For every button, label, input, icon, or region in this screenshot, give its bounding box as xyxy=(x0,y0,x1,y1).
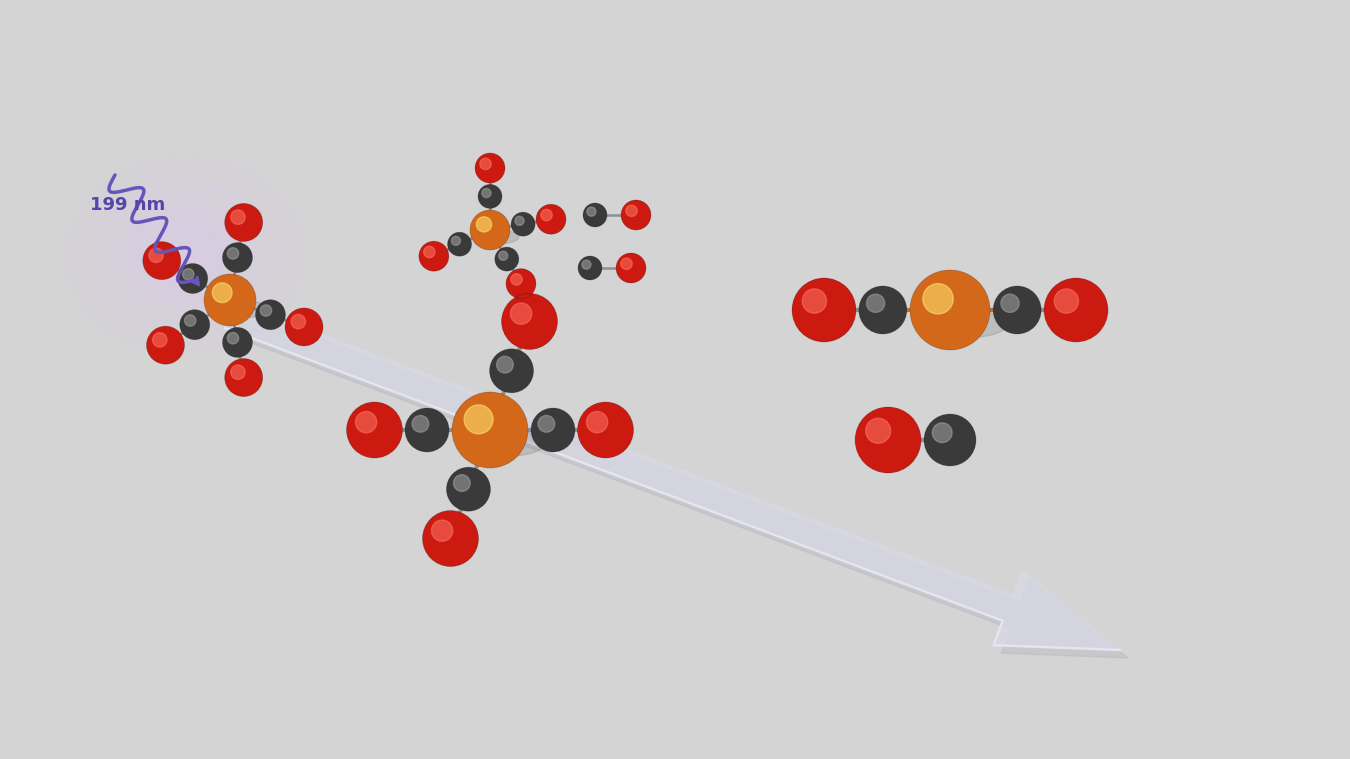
Circle shape xyxy=(412,415,429,432)
Circle shape xyxy=(432,520,452,541)
Circle shape xyxy=(355,411,377,433)
Circle shape xyxy=(792,278,856,342)
Ellipse shape xyxy=(211,300,267,318)
Circle shape xyxy=(423,511,478,566)
Circle shape xyxy=(452,392,528,468)
Circle shape xyxy=(447,468,490,512)
Circle shape xyxy=(147,326,185,364)
Circle shape xyxy=(506,269,536,298)
Circle shape xyxy=(587,207,595,216)
Circle shape xyxy=(454,474,470,491)
Circle shape xyxy=(224,358,263,396)
Circle shape xyxy=(153,332,167,347)
Circle shape xyxy=(231,210,246,225)
Circle shape xyxy=(541,209,552,221)
Circle shape xyxy=(285,308,323,346)
Circle shape xyxy=(621,200,651,230)
Circle shape xyxy=(497,356,513,373)
Circle shape xyxy=(512,213,535,236)
Circle shape xyxy=(223,243,252,272)
Circle shape xyxy=(802,289,826,313)
Circle shape xyxy=(923,414,976,466)
Circle shape xyxy=(855,407,921,473)
Circle shape xyxy=(531,408,575,452)
Circle shape xyxy=(510,274,522,285)
Ellipse shape xyxy=(462,430,545,457)
Circle shape xyxy=(479,158,491,169)
Circle shape xyxy=(583,203,608,227)
Circle shape xyxy=(510,303,532,324)
Polygon shape xyxy=(225,302,1120,650)
Text: 199 nm: 199 nm xyxy=(90,196,165,214)
Circle shape xyxy=(182,269,194,280)
Circle shape xyxy=(501,294,558,349)
Ellipse shape xyxy=(919,310,1008,338)
Circle shape xyxy=(470,210,510,250)
Ellipse shape xyxy=(126,205,244,305)
Circle shape xyxy=(224,203,263,241)
Circle shape xyxy=(405,408,450,452)
Polygon shape xyxy=(234,310,1129,658)
Circle shape xyxy=(1044,278,1108,342)
Circle shape xyxy=(143,241,181,279)
Circle shape xyxy=(255,300,285,329)
Circle shape xyxy=(212,283,232,303)
Circle shape xyxy=(424,246,435,258)
Ellipse shape xyxy=(95,180,275,330)
Circle shape xyxy=(586,411,608,433)
Circle shape xyxy=(185,315,196,326)
Circle shape xyxy=(148,248,163,263)
Circle shape xyxy=(578,402,633,458)
Circle shape xyxy=(621,258,632,269)
Circle shape xyxy=(478,184,502,209)
Circle shape xyxy=(536,204,566,235)
Circle shape xyxy=(180,310,209,340)
Circle shape xyxy=(626,205,637,216)
Circle shape xyxy=(482,188,491,197)
Circle shape xyxy=(477,217,491,232)
Circle shape xyxy=(582,260,591,269)
Circle shape xyxy=(514,216,524,225)
Circle shape xyxy=(227,247,239,259)
Circle shape xyxy=(578,256,602,280)
Circle shape xyxy=(495,247,518,271)
Circle shape xyxy=(418,241,448,271)
Circle shape xyxy=(261,305,271,317)
Circle shape xyxy=(539,415,555,432)
Circle shape xyxy=(475,153,505,183)
Circle shape xyxy=(867,294,884,313)
Circle shape xyxy=(292,314,305,329)
Circle shape xyxy=(178,263,208,294)
Circle shape xyxy=(865,418,891,443)
Circle shape xyxy=(204,274,256,326)
Circle shape xyxy=(933,423,952,442)
Circle shape xyxy=(910,270,990,350)
Ellipse shape xyxy=(150,225,220,285)
Ellipse shape xyxy=(65,155,305,355)
Circle shape xyxy=(223,327,252,357)
Circle shape xyxy=(347,402,402,458)
Circle shape xyxy=(231,365,246,380)
Circle shape xyxy=(1054,289,1079,313)
Ellipse shape xyxy=(475,230,518,244)
Circle shape xyxy=(451,236,460,245)
Circle shape xyxy=(616,253,647,283)
Circle shape xyxy=(994,286,1041,334)
Circle shape xyxy=(490,349,533,393)
Circle shape xyxy=(448,232,471,257)
Circle shape xyxy=(227,332,239,344)
Circle shape xyxy=(923,284,953,314)
Circle shape xyxy=(859,286,907,334)
Circle shape xyxy=(498,251,508,260)
Circle shape xyxy=(464,405,493,434)
Circle shape xyxy=(1000,294,1019,313)
